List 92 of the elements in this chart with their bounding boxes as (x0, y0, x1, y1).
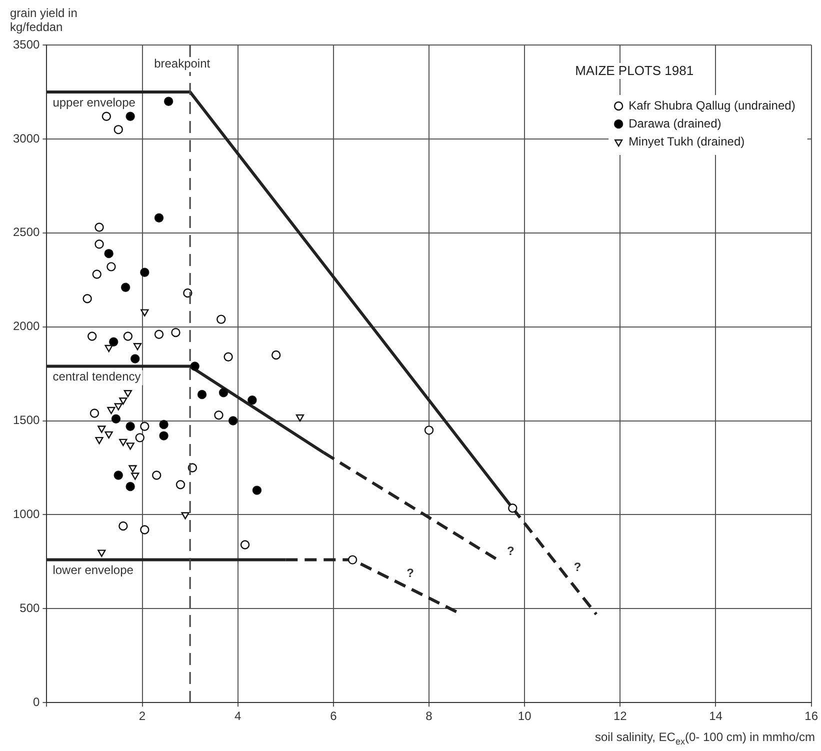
x-tick-label: 2 (138, 709, 146, 724)
legend-label: Minyet Tukh (drained) (628, 134, 745, 148)
x-tick-label: 16 (804, 709, 818, 724)
y-axis-title: grain yield in kg/feddan (10, 6, 78, 34)
point (140, 422, 150, 432)
y-tick-label: 1500 (12, 413, 40, 428)
point (104, 248, 114, 258)
x-tick-label: 6 (330, 709, 338, 724)
point (348, 555, 358, 564)
legend-label: Kafr Shubra Qallug (undrained) (628, 98, 796, 112)
x-tick-label: 12 (613, 709, 628, 724)
point (228, 416, 238, 426)
point (126, 422, 135, 432)
point (90, 408, 100, 418)
point (140, 525, 150, 534)
y-tick-label: 3000 (12, 131, 40, 146)
point (92, 270, 102, 279)
point (171, 328, 180, 338)
point (190, 362, 200, 371)
annotation: ? (574, 560, 582, 574)
x-tick-label: 4 (234, 709, 242, 724)
point (87, 332, 97, 341)
point (424, 426, 434, 435)
text: MAIZE PLOTS 1981 (575, 63, 694, 78)
annotation: ? (507, 544, 514, 558)
point (130, 354, 140, 364)
point (95, 436, 104, 444)
y-tick-label: 3500 (12, 37, 40, 52)
point (109, 337, 118, 346)
point (271, 350, 281, 360)
x-axis-title: soil salinity, EC$_{ex}$(0- 100 cm) in mmho/cm (594, 730, 815, 746)
ref-line-label: breakpoint (154, 56, 211, 70)
point (119, 398, 128, 405)
y-tick-label: 2500 (12, 225, 40, 240)
point (114, 470, 123, 480)
point (296, 414, 304, 422)
point (126, 482, 135, 492)
y-tick-label: 0 (33, 694, 40, 709)
point (128, 465, 137, 472)
point (140, 309, 149, 316)
series-label: central tendency (52, 370, 141, 384)
point (197, 390, 207, 400)
x-tick-label: 8 (426, 709, 433, 724)
y-tick-label: 1000 (12, 507, 40, 522)
point (216, 314, 226, 324)
point (119, 438, 128, 446)
point (111, 414, 121, 424)
x-tick-label: 14 (709, 709, 723, 724)
point (252, 486, 262, 495)
point (98, 426, 106, 433)
point (224, 352, 233, 362)
point (159, 420, 168, 430)
series-label: upper envelope (52, 95, 136, 110)
point (135, 433, 144, 442)
point (126, 442, 134, 450)
legend-label: Darawa (drained) (628, 116, 722, 130)
point (114, 124, 123, 134)
point (98, 550, 106, 557)
point (214, 410, 224, 420)
point (104, 431, 113, 439)
point (118, 521, 128, 531)
point (94, 240, 104, 249)
point (107, 406, 116, 414)
point (248, 396, 257, 405)
point (154, 330, 164, 339)
point (240, 540, 250, 550)
point (114, 403, 122, 410)
point (154, 213, 164, 222)
y-tick-label: 2000 (12, 319, 40, 334)
point (218, 388, 228, 398)
point (123, 332, 133, 341)
point (102, 112, 112, 121)
point (133, 343, 142, 350)
point (508, 504, 518, 513)
point (164, 96, 174, 106)
x-tick-label: 10 (518, 709, 532, 724)
point (94, 222, 104, 232)
point (82, 294, 92, 304)
y-tick-label: 500 (20, 600, 40, 615)
point (131, 472, 140, 480)
point (104, 344, 113, 352)
point (152, 470, 162, 480)
point (140, 268, 150, 277)
series-label: lower envelope (52, 563, 134, 578)
point (181, 512, 190, 520)
point (176, 480, 186, 490)
point (106, 262, 116, 272)
point (124, 390, 132, 398)
point (120, 282, 130, 292)
point (159, 431, 168, 440)
annotation: ? (406, 566, 414, 580)
point (126, 112, 135, 121)
